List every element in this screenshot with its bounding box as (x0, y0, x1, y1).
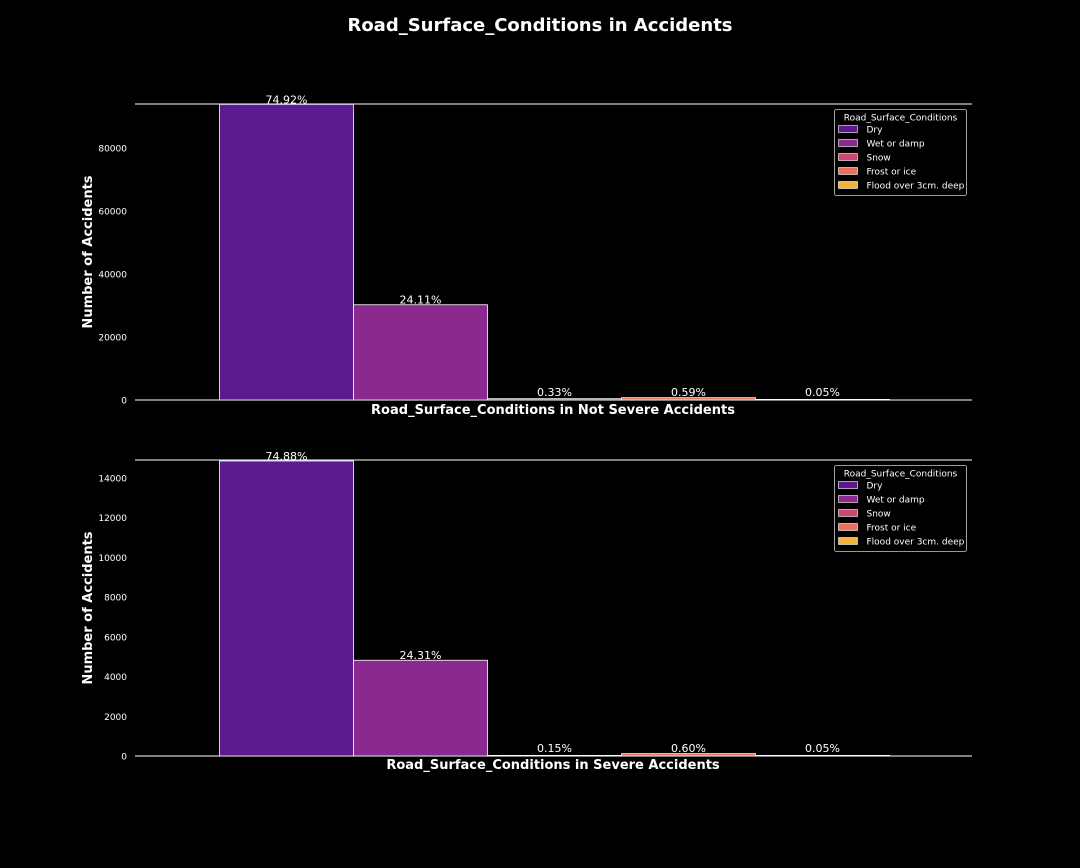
chart-panel-not-severe: 0 20000 40000 60000 80000 74.92% 24.11% 0.33% 0.… (81, 93, 972, 418)
y-axis-label: Number of Accidents (81, 175, 96, 328)
y-tick-label: 40000 (98, 271, 127, 281)
data-label: 24.11% (400, 294, 442, 307)
bar (755, 398, 890, 401)
chart-panel-severe: 0 2000 4000 6000 8000 10000 12000 14000 74.88% 24… (81, 450, 972, 773)
y-tick-label: 2000 (104, 713, 127, 723)
y-tick-label: 4000 (104, 673, 127, 683)
bar (755, 755, 890, 757)
y-tick-label: 60000 (98, 208, 127, 218)
legend-swatch (838, 523, 858, 531)
legend-swatch (838, 495, 858, 503)
legend-swatch (838, 509, 858, 517)
y-tick-label: 6000 (104, 633, 127, 643)
data-label: 0.60% (671, 742, 706, 755)
y-tick-label: 80000 (98, 145, 127, 155)
x-axis-label: Road_Surface_Conditions in Severe Accide… (386, 758, 720, 773)
legend-entry: Frost or ice (867, 168, 917, 178)
legend-entry: Flood over 3cm. deep (867, 538, 965, 548)
bar (219, 103, 354, 401)
legend-entry: Snow (867, 154, 891, 164)
data-label: 24.31% (400, 649, 442, 662)
legend-entry: Wet or damp (867, 140, 925, 150)
y-tick-label: 0 (121, 397, 127, 407)
y-tick-label: 10000 (98, 554, 127, 564)
legend-swatch (838, 153, 858, 161)
y-tick-label: 12000 (98, 514, 127, 524)
legend-box (834, 109, 967, 196)
legend: Road_Surface_Conditions Dry Wet or damp Sno… (834, 109, 967, 196)
legend-title: Road_Surface_Conditions (844, 114, 958, 124)
data-label: 0.15% (537, 742, 572, 755)
y-tick-label: 0 (121, 753, 127, 763)
chart-title: Road_Surface_Conditions in Accidents (347, 15, 732, 36)
bar (621, 397, 756, 401)
legend-swatch (838, 481, 858, 489)
legend-swatch (838, 167, 858, 175)
bar (621, 753, 756, 757)
bar (487, 755, 622, 757)
data-label: 74.88% (266, 450, 308, 463)
data-label: 74.92% (266, 93, 308, 106)
legend-entry: Wet or damp (867, 496, 925, 506)
bar (219, 460, 354, 757)
legend-title: Road_Surface_Conditions (844, 470, 958, 480)
legend-entry: Dry (867, 482, 884, 492)
y-axis-label: Number of Accidents (81, 531, 96, 684)
y-tick-label: 8000 (104, 594, 127, 604)
legend-swatch (838, 537, 858, 545)
legend: Road_Surface_Conditions Dry Wet or damp Sno… (834, 465, 967, 552)
legend-swatch (838, 181, 858, 189)
legend-box (834, 465, 967, 552)
y-tick-label: 14000 (98, 474, 127, 484)
x-axis-label: Road_Surface_Conditions in Not Severe Ac… (371, 403, 735, 418)
bar (353, 659, 488, 757)
bar (353, 304, 488, 401)
legend-entry: Frost or ice (867, 524, 917, 534)
data-label: 0.33% (537, 386, 572, 399)
data-label: 0.59% (671, 386, 706, 399)
legend-entry: Snow (867, 510, 891, 520)
legend-swatch (838, 125, 858, 133)
legend-swatch (838, 139, 858, 147)
data-label: 0.05% (805, 386, 840, 399)
y-tick-label: 20000 (98, 334, 127, 344)
legend-entry: Flood over 3cm. deep (867, 182, 965, 192)
legend-entry: Dry (867, 126, 884, 136)
data-label: 0.05% (805, 742, 840, 755)
